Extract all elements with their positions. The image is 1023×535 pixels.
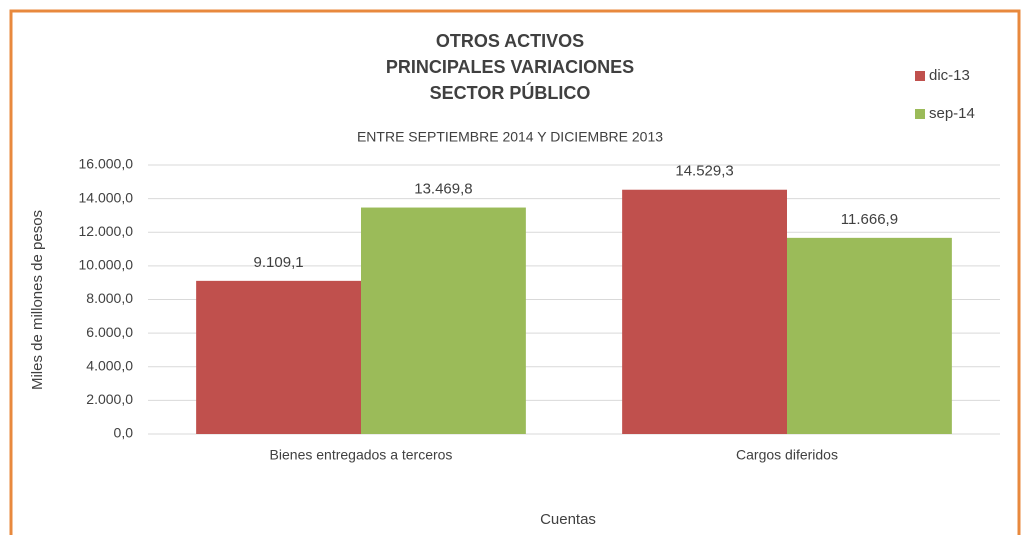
y-tick-label: 4.000,0 [86,357,133,373]
data-label: 9.109,1 [254,254,304,271]
bar [787,237,952,434]
chart-title: SECTOR PÚBLICO [430,82,591,103]
x-tick-label: Cargos diferidos [736,447,838,463]
y-tick-label: 12.000,0 [79,223,134,239]
data-label: 11.666,9 [841,211,898,228]
bar [622,189,787,434]
y-tick-label: 8.000,0 [86,290,133,306]
legend-swatch [915,71,925,81]
chart-title: OTROS ACTIVOS [436,31,584,51]
legend-label: sep-14 [929,105,975,122]
data-label: 13.469,8 [414,181,472,198]
chart-subtitle: ENTRE SEPTIEMBRE 2014 Y DICIEMBRE 2013 [357,129,663,145]
y-tick-label: 14.000,0 [79,189,134,205]
bar [361,207,526,434]
y-tick-label: 10.000,0 [79,257,134,273]
legend-swatch [915,109,925,119]
chart-title: PRINCIPALES VARIACIONES [386,57,634,77]
x-axis-title: Cuentas [540,511,596,528]
y-axis-title: Miles de millones de pesos [29,210,46,390]
y-tick-label: 16.000,0 [79,156,134,172]
legend-label: dic-13 [929,67,970,84]
chart-border [9,9,1021,535]
y-tick-label: 6.000,0 [86,324,133,340]
x-tick-label: Bienes entregados a terceros [270,447,453,463]
y-tick-label: 0,0 [114,425,134,441]
data-label: 14.529,3 [675,163,733,180]
y-tick-label: 2.000,0 [86,391,133,407]
bar [196,280,361,434]
